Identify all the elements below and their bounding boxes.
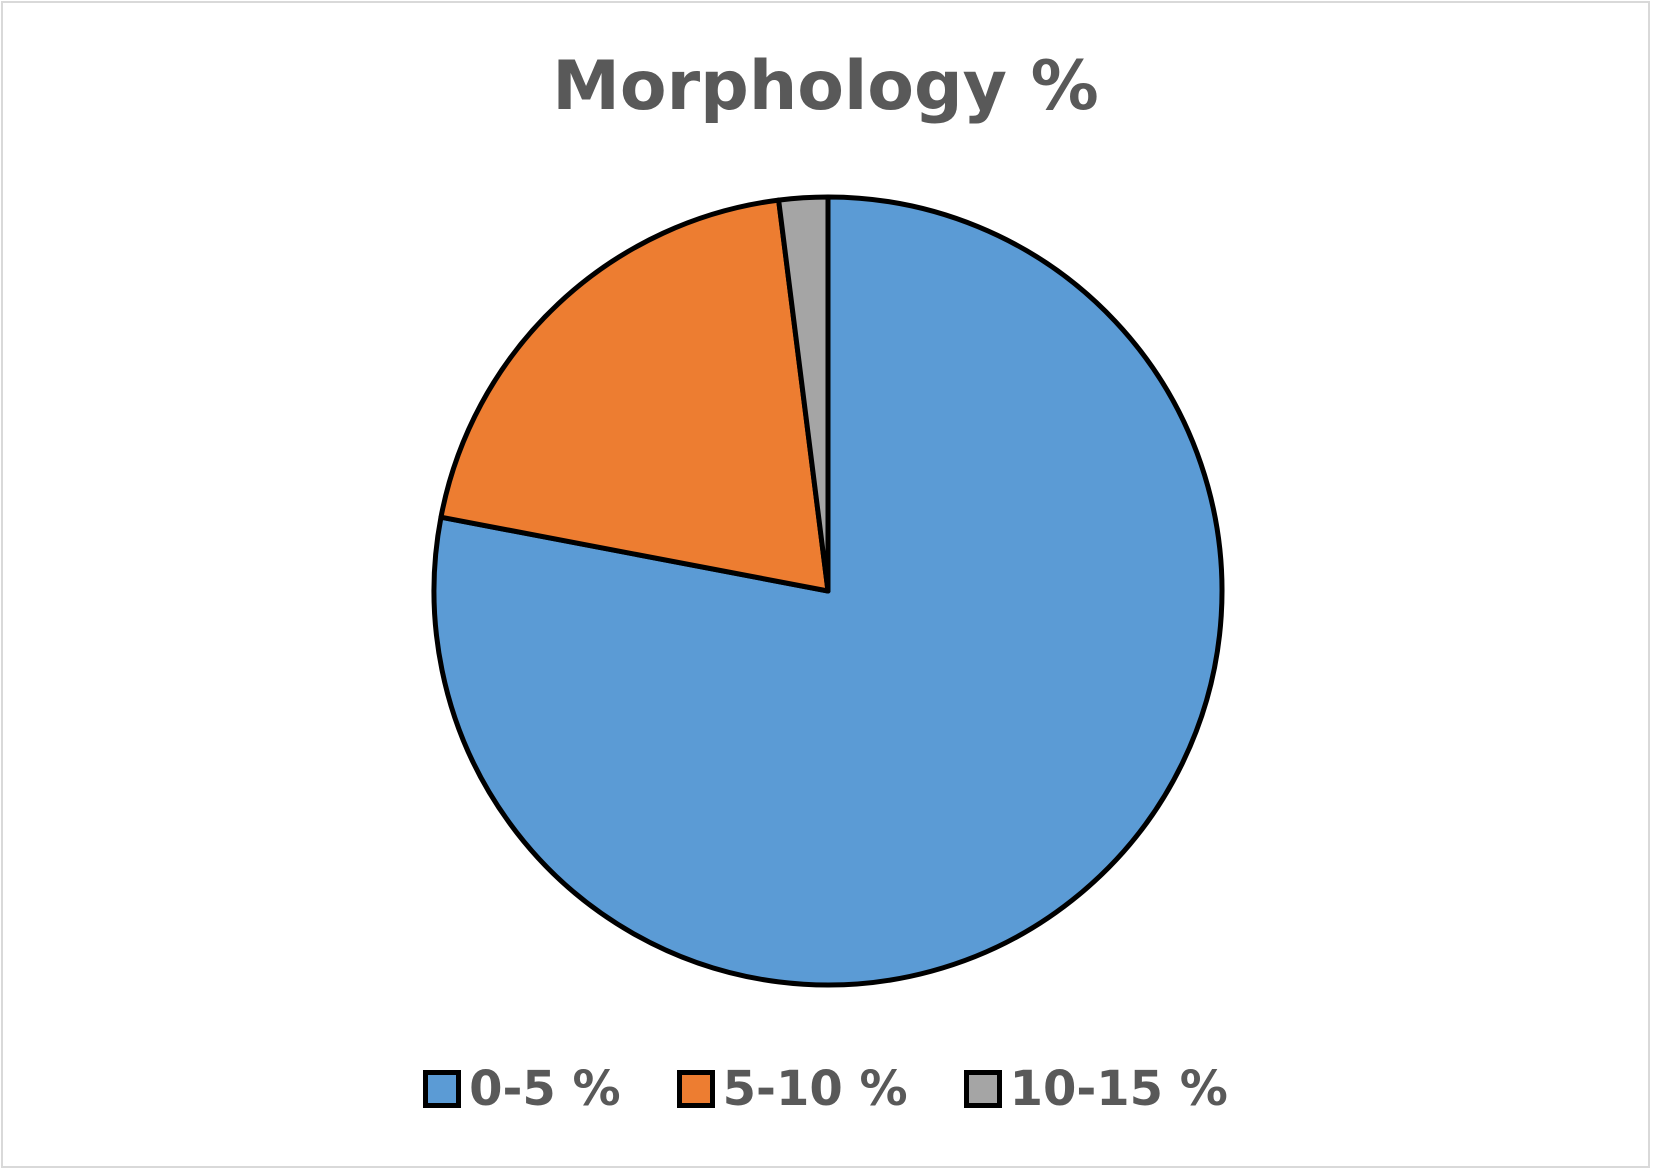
legend: 0-5 % 5-10 % 10-15 %: [3, 1065, 1648, 1113]
pie-slice-5-10: [438, 197, 831, 594]
chart-title: Morphology %: [552, 47, 1099, 126]
legend-swatch: [676, 1070, 715, 1108]
legend-label: 0-5 %: [469, 1061, 621, 1117]
legend-swatch: [423, 1070, 462, 1108]
legend-label: 10-15 %: [1009, 1061, 1228, 1117]
pie-slice-10-15: [776, 194, 831, 594]
legend-swatch: [963, 1070, 1002, 1108]
legend-item: 5-10 %: [676, 1061, 908, 1117]
legend-label: 5-10 %: [722, 1061, 908, 1117]
pie-slices: [431, 194, 1225, 988]
legend-item: 10-15 %: [963, 1061, 1228, 1117]
legend-item: 0-5 %: [423, 1065, 621, 1113]
pie-chart: [431, 194, 1225, 988]
